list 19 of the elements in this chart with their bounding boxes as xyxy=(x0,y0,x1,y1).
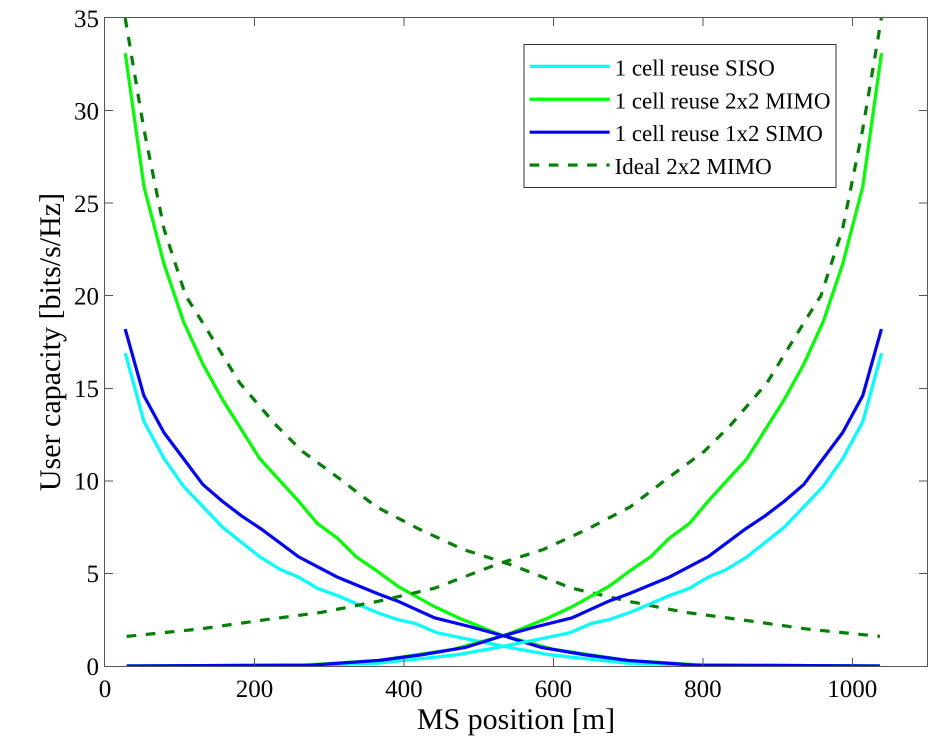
legend-label: 1 cell reuse 1x2 SIMO xyxy=(614,121,823,146)
y-tick-label: 15 xyxy=(74,376,99,404)
y-tick-label: 35 xyxy=(74,6,99,33)
legend-label: 1 cell reuse SISO xyxy=(614,55,775,80)
x-axis-title: MS position [m] xyxy=(416,703,616,736)
y-axis-title: User capacity [bits/s/Hz] xyxy=(34,192,67,492)
y-tick-label: 25 xyxy=(74,190,99,218)
y-tick-label: 10 xyxy=(74,468,99,496)
x-tick-label: 600 xyxy=(534,676,572,703)
x-tick-label: 200 xyxy=(236,676,274,703)
y-tick-label: 5 xyxy=(86,561,99,588)
legend-label: 1 cell reuse 2x2 MIMO xyxy=(614,88,830,114)
y-tick-label: 20 xyxy=(74,283,99,310)
y-tick-label: 0 xyxy=(86,654,99,681)
legend-label: Ideal 2x2 MIMO xyxy=(614,154,772,180)
x-tick-label: 400 xyxy=(385,676,423,703)
y-tick-label: 30 xyxy=(74,98,99,126)
x-tick-label: 1000 xyxy=(827,676,878,703)
x-tick-label: 800 xyxy=(684,676,722,703)
